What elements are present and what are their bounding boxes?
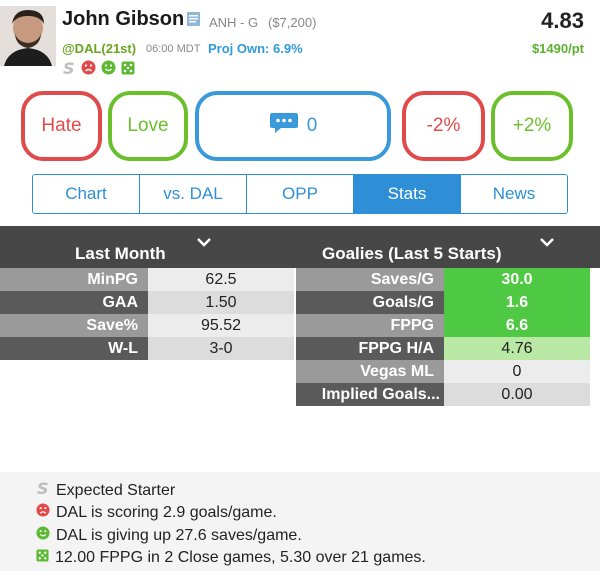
stat-value: 62.5 <box>148 268 294 291</box>
happy-face-icon <box>36 526 50 545</box>
comment-count: 0 <box>306 115 318 136</box>
decrease-exposure-button[interactable]: -2% <box>402 91 485 161</box>
happy-face-icon <box>101 60 116 80</box>
stat-label: Implied Goals... <box>296 383 444 406</box>
goalies-chevron-down-icon[interactable] <box>539 235 555 247</box>
dice-icon <box>36 549 49 567</box>
sad-face-icon <box>36 503 50 522</box>
note-text: DAL is scoring 2.9 goals/game. <box>56 503 277 521</box>
table-row: Implied Goals... 0.00 <box>296 383 590 406</box>
tab-news[interactable]: News <box>461 175 567 213</box>
stat-label: Vegas ML <box>296 360 444 383</box>
svg-text:S: S <box>63 60 75 76</box>
table-row: Goals/G 1.6 <box>296 291 590 314</box>
view-tabs: Chart vs. DAL OPP Stats News <box>32 174 568 214</box>
stat-label: Save% <box>0 314 148 337</box>
news-doc-icon[interactable] <box>186 11 202 32</box>
note-text: Expected Starter <box>56 481 176 499</box>
player-name[interactable]: John Gibson <box>62 8 185 30</box>
list-item: DAL is scoring 2.9 goals/game. <box>36 503 277 522</box>
table-row: FPPG 6.6 <box>296 314 590 337</box>
opponent-rank: @DAL(21st) <box>62 41 137 56</box>
table-row: W-L 3-0 <box>0 337 294 360</box>
projected-score: 4.83 <box>541 8 584 33</box>
hate-button[interactable]: Hate <box>21 91 102 161</box>
sad-face-icon <box>81 60 96 80</box>
stat-label: Saves/G <box>296 268 444 291</box>
svg-text:S: S <box>37 480 49 496</box>
tab-opp[interactable]: OPP <box>247 175 354 213</box>
last-month-chevron-down-icon[interactable] <box>196 235 212 247</box>
table-row: FPPG H/A 4.76 <box>296 337 590 360</box>
player-salary: ($7,200) <box>268 15 317 30</box>
game-time: 06:00 MDT <box>146 43 201 55</box>
tab-stats[interactable]: Stats <box>354 175 461 213</box>
stat-value: 0 <box>444 360 590 383</box>
table-row: MinPG 62.5 <box>0 268 294 291</box>
list-item: 12.00 FPPG in 2 Close games, 5.30 over 2… <box>36 549 426 567</box>
comments-button[interactable]: 0 <box>195 91 391 161</box>
stat-value: 0.00 <box>444 383 590 406</box>
price-per-point: $1490/pt <box>531 41 584 56</box>
note-text: 12.00 FPPG in 2 Close games, 5.30 over 2… <box>55 549 426 566</box>
stat-value: 4.76 <box>444 337 590 360</box>
last-month-title: Last Month <box>75 244 166 263</box>
tab-vs-opponent[interactable]: vs. DAL <box>140 175 247 213</box>
table-row: GAA 1.50 <box>0 291 294 314</box>
stat-value: 95.52 <box>148 314 294 337</box>
player-avatar[interactable] <box>0 6 56 66</box>
stats-header: Last Month Goalies (Last 5 Starts) <box>0 226 600 268</box>
starter-s-icon: S <box>36 479 50 501</box>
stat-label: MinPG <box>0 268 148 291</box>
stat-label: FPPG H/A <box>296 337 444 360</box>
table-row: Vegas ML 0 <box>296 360 590 383</box>
stat-label: Goals/G <box>296 291 444 314</box>
starter-s-icon: S <box>62 59 76 81</box>
list-item: DAL is giving up 27.6 saves/game. <box>36 526 302 545</box>
projected-ownership: Proj Own: 6.9% <box>208 41 303 56</box>
increase-exposure-button[interactable]: +2% <box>491 91 573 161</box>
player-header: John Gibson ANH - G ($7,200) 4.83 @DAL(2… <box>0 0 600 82</box>
list-item: S Expected Starter <box>36 479 176 501</box>
player-notes: S Expected Starter DAL is scoring 2.9 go… <box>0 472 600 571</box>
note-text: DAL is giving up 27.6 saves/game. <box>56 526 302 544</box>
stat-value: 6.6 <box>444 314 590 337</box>
stat-value: 3-0 <box>148 337 294 360</box>
stat-label: W-L <box>0 337 148 360</box>
stat-label: FPPG <box>296 314 444 337</box>
table-row: Saves/G 30.0 <box>296 268 590 291</box>
dice-icon <box>121 61 135 80</box>
stat-value: 1.6 <box>444 291 590 314</box>
love-button[interactable]: Love <box>108 91 188 161</box>
stat-value: 1.50 <box>148 291 294 314</box>
player-indicator-icons: S <box>62 59 135 81</box>
table-row: Save% 95.52 <box>0 314 294 337</box>
team-position: ANH - G <box>209 15 259 30</box>
goalies-title: Goalies (Last 5 Starts) <box>322 244 502 263</box>
stat-label: GAA <box>0 291 148 314</box>
comment-bubble-icon <box>269 111 299 141</box>
stat-value: 30.0 <box>444 268 590 291</box>
tab-chart[interactable]: Chart <box>33 175 140 213</box>
